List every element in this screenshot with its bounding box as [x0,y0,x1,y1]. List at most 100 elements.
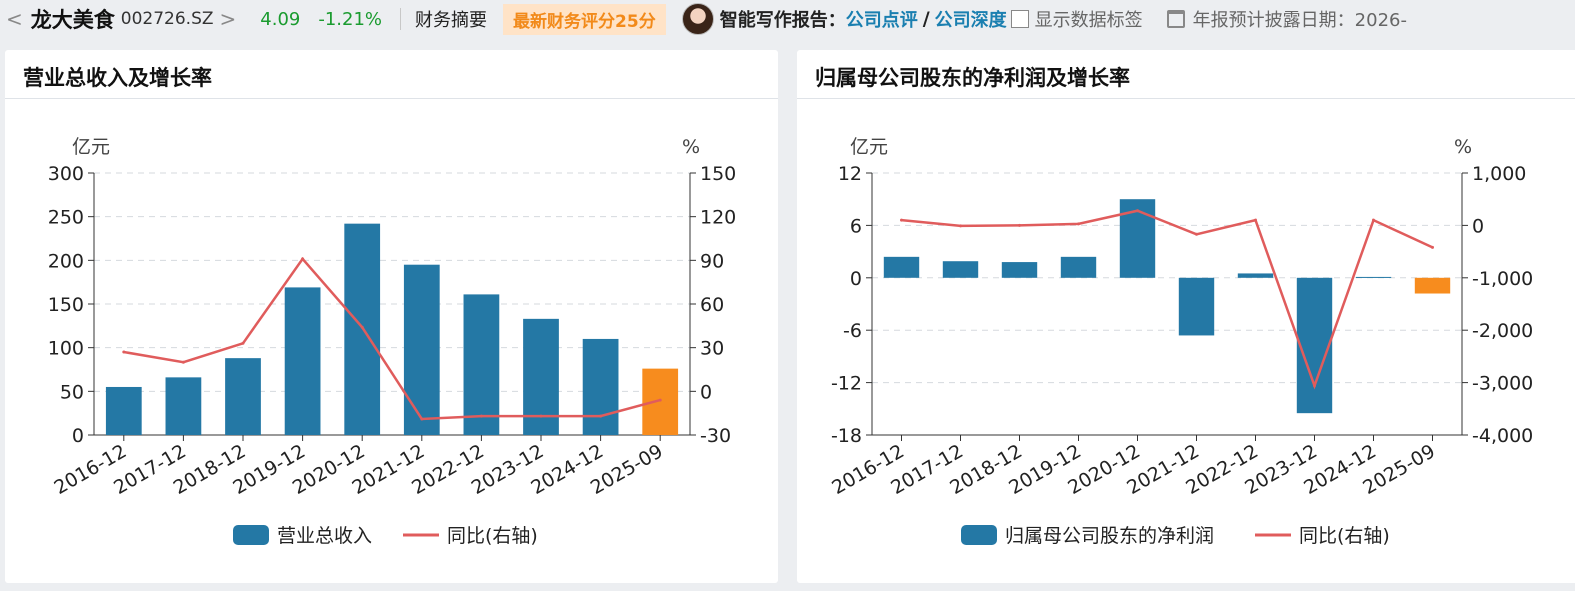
y-tick-label: -6 [843,320,862,342]
left-axis-unit: 亿元 [72,136,110,158]
line-point [1136,209,1139,213]
y2-tick-label: -30 [700,425,731,447]
stock-name: 龙大美食 [30,8,115,32]
y2-tick-label: 0 [700,381,712,403]
y2-tick-label: 0 [1472,215,1484,237]
right-axis-unit: % [682,136,700,158]
line-point [241,341,245,345]
line-point [1018,223,1021,227]
line-point [1431,245,1434,249]
panel-divider [5,98,778,99]
net-profit-panel: 归属母公司股东的净利润及增长率 亿元% -18 -4,000 -12 -3,000 -6 -… [797,50,1575,583]
line-point [900,218,903,222]
y-tick-label: 0 [850,268,862,290]
y-tick-label: 12 [838,163,862,185]
financial-summary-label: 财务摘要 [415,10,488,31]
line-point [181,360,185,364]
y-tick-label: 150 [48,294,84,316]
y2-tick-label: 30 [700,338,724,360]
y-tick-label: 200 [48,250,84,272]
bar [403,264,440,435]
bar [1178,277,1215,336]
show-labels-label[interactable]: 显示数据标签 [1034,10,1143,31]
y-tick-label: 100 [48,338,84,360]
calendar-icon [1166,10,1185,28]
show-labels-checkbox[interactable] [1010,10,1029,28]
company-depth-link[interactable]: 公司深度 [934,10,1007,31]
bar [1060,256,1097,278]
legend-bar-label: 归属母公司股东的净利润 [1005,525,1214,547]
line-point [1372,218,1375,222]
price-change: -1.21% [318,8,383,30]
ai-report-label: 智能写作报告： [719,10,846,31]
legend-line-label: 同比(右轴) [1299,525,1390,547]
bar [1001,262,1038,278]
disclosure-date: 年报预计披露日期：2026- [1192,10,1407,31]
divider [400,8,402,30]
panel-title: 归属母公司股东的净利润及增长率 [815,66,1130,90]
net-profit-chart: 亿元 % -18 -4,000 -12 -3,000 -6 -2,000 0 -1,000 6 0 12… [828,136,1533,547]
line-point [122,350,126,354]
y-tick-label: 6 [850,215,862,237]
bar [1237,273,1274,278]
stock-price: 4.09 [260,8,301,30]
y2-tick-label: 60 [700,294,724,316]
line-point [1254,218,1257,222]
y-tick-label: 50 [60,381,84,403]
legend-bar-label: 营业总收入 [277,525,372,547]
right-axis-unit: % [1454,136,1472,158]
bar [642,368,679,435]
line-point [420,417,424,421]
chevron-right-icon[interactable]: > [219,7,237,31]
bar [225,358,261,435]
growth-line [123,256,661,421]
y2-tick-label: 150 [700,163,736,185]
y2-tick-label: 1,000 [1472,163,1526,185]
line-point [1195,232,1198,236]
bar [1296,277,1333,414]
line-point [360,325,364,329]
y2-tick-label: 120 [700,207,736,229]
line-point [539,414,543,418]
y2-tick-label: -4,000 [1472,425,1533,447]
legend-bar-swatch [961,525,997,545]
line-point [658,398,662,402]
y2-tick-label: 90 [700,250,724,272]
y2-tick-label: -3,000 [1472,373,1533,395]
bar [284,287,321,435]
assistant-avatar-icon [681,3,714,35]
bar [463,294,500,435]
bar [1355,276,1392,278]
y-tick-label: 0 [72,425,84,447]
legend-bar-swatch [233,525,269,545]
y-tick-label: 300 [48,163,84,185]
company-review-link[interactable]: 公司点评 [845,10,918,31]
line-point [959,224,962,228]
revenue-panel: 营业总收入及增长率 亿元% 0 -30 50 0 100 30 150 60 200 90 250 12… [5,50,778,583]
growth-line [901,209,1434,390]
line-point [599,414,603,418]
y-tick-label: -18 [831,425,862,447]
line-point [1077,222,1080,226]
link-separator: / [922,8,930,30]
panel-divider [797,98,1575,99]
bar [942,261,979,278]
y-tick-label: 250 [48,207,84,229]
stock-code: 002726.SZ [120,9,214,29]
left-axis-unit: 亿元 [850,136,888,158]
bar [105,386,142,435]
stock-header: < 龙大美食 002726.SZ > 4.09 -1.21% 财务摘要 最新财务… [0,0,1575,38]
legend-line-label: 同比(右轴) [447,525,538,547]
chevron-left-icon[interactable]: < [6,7,23,31]
y2-tick-label: -2,000 [1472,320,1533,342]
panel-title: 营业总收入及增长率 [23,66,212,90]
bar [883,256,920,278]
y-tick-label: -12 [831,373,862,395]
line-point [301,257,305,261]
line-point [479,414,483,418]
bar [582,338,619,435]
line-point [1313,384,1316,388]
financial-score-badge[interactable]: 最新财务评分25分 [503,3,666,35]
y2-tick-label: -1,000 [1472,268,1533,290]
